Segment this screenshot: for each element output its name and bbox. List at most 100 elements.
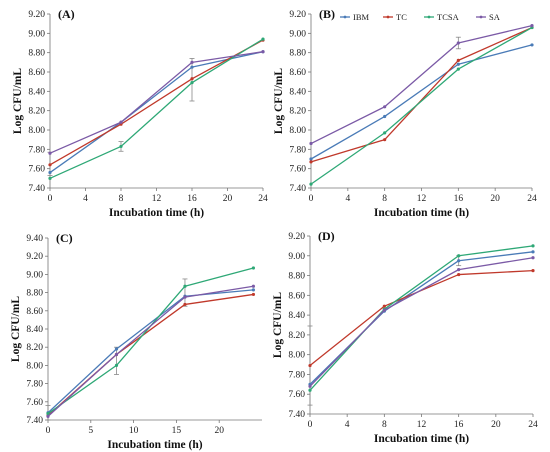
data-point-sa: [190, 60, 194, 64]
series-line-ibm: [310, 44, 533, 160]
panel-a: 7.40 7.60 7.80 8.00 8.20 8.40 8.60 8.80 9.00 9.20…: [12, 7, 268, 219]
y-tick-label: 9.20: [26, 252, 43, 262]
legend: IBM TC TCSA SA: [340, 12, 501, 22]
x-tick-label: 0: [309, 194, 314, 204]
data-point-tcsa: [531, 244, 535, 248]
panel-label: (D): [318, 229, 335, 243]
y-tick-label: 8.60: [28, 68, 45, 78]
data-point-sa: [114, 352, 119, 357]
y-tick-label: 7.40: [28, 184, 45, 194]
data-point-tcsa: [48, 176, 52, 180]
y-tick-label: 8.00: [288, 351, 305, 361]
legend-label-tc: TC: [396, 12, 407, 22]
panel-d: 7.40 7.60 7.80 8.00 8.20 8.40 8.60 8.80 9.00 9.20…: [272, 229, 538, 445]
data-point-ibm: [48, 170, 52, 175]
y-tick-label: 8.80: [26, 289, 43, 299]
x-tick-label: 4: [345, 194, 350, 204]
y-tick-label: 8.20: [289, 107, 306, 117]
panel-label: (A): [58, 7, 75, 21]
y-tick-label: 8.00: [26, 361, 43, 371]
y-axis-title: Log CFU/mL: [273, 68, 285, 134]
x-tick-label: 12: [417, 194, 427, 204]
y-tick-label: 7.40: [288, 410, 305, 420]
data-point-ibm: [114, 347, 119, 351]
data-point-sa: [457, 268, 461, 272]
series-line-ibm: [309, 251, 534, 385]
data-point-tcsa: [383, 131, 387, 135]
y-tick-label: 8.60: [289, 68, 306, 78]
y-tick-label: 7.80: [28, 145, 45, 155]
x-tick-label: 8: [119, 194, 124, 204]
data-point-tc: [48, 163, 52, 167]
y-tick-label: 8.00: [289, 126, 306, 136]
legend-marker-sa: [479, 15, 483, 19]
series-line-ibm: [49, 51, 264, 174]
data-point-sa: [383, 105, 387, 109]
y-tick-label: 8.80: [288, 272, 305, 282]
series-line-sa: [309, 257, 534, 387]
y-tick-label: 9.00: [28, 29, 45, 39]
data-point-tcsa: [183, 284, 187, 288]
series-line-tcsa: [310, 26, 533, 185]
data-point-sa: [183, 295, 187, 299]
data-point-tcsa: [308, 388, 312, 392]
x-axis-title: Incubation time (h): [107, 439, 202, 451]
y-tick-label: 7.80: [289, 145, 306, 155]
x-tick-label: 24: [258, 194, 268, 204]
legend-label-sa: SA: [489, 12, 501, 22]
series-line-tcsa: [309, 245, 534, 391]
x-tick-label: 0: [46, 426, 51, 436]
data-point-sa: [251, 284, 256, 288]
data-point-tcsa: [46, 412, 50, 416]
y-tick-label: 7.40: [26, 416, 43, 426]
y-tick-label: 9.20: [28, 10, 45, 20]
data-point-tc: [309, 160, 313, 164]
x-tick-label: 12: [152, 194, 162, 204]
data-point-sa: [456, 41, 460, 45]
series-line-tc: [47, 293, 254, 416]
x-tick-label: 16: [454, 420, 464, 430]
data-point-tcsa: [114, 363, 119, 367]
data-point-sa: [48, 151, 52, 155]
series-line-tc: [49, 39, 264, 166]
x-axis-title: Incubation time (h): [374, 433, 469, 445]
y-axis-title: Log CFU/mL: [12, 68, 24, 134]
legend-label-tcsa: TCSA: [437, 12, 460, 22]
data-point-sa: [530, 24, 534, 28]
panel-b: 7.40 7.60 7.80 8.00 8.20 8.40 8.60 8.80 9.00 9.20…: [273, 7, 537, 219]
x-tick-label: 20: [223, 194, 233, 204]
y-axis-title: Log CFU/mL: [272, 292, 284, 358]
series-line-sa: [310, 24, 533, 145]
data-point-tcsa: [457, 254, 461, 258]
y-tick-label: 7.60: [26, 398, 43, 408]
data-point-tc: [190, 77, 194, 81]
data-point-tc: [531, 269, 535, 273]
data-point-ibm: [251, 288, 256, 292]
x-tick-label: 4: [83, 194, 88, 204]
x-tick-label: 12: [417, 420, 427, 430]
y-tick-label: 7.60: [288, 390, 305, 400]
y-axis-title: Log CFU/mL: [10, 296, 22, 362]
y-tick-label: 9.20: [289, 10, 306, 20]
x-tick-label: 20: [214, 426, 224, 436]
y-tick-label: 9.40: [26, 234, 43, 244]
data-point-tcsa: [190, 81, 194, 85]
data-point-sa: [119, 120, 123, 124]
data-point-tcsa: [456, 67, 460, 71]
data-point-sa: [531, 256, 535, 260]
data-point-ibm: [457, 259, 461, 263]
data-point-sa: [308, 384, 312, 388]
data-point-ibm: [383, 114, 387, 119]
data-point-tc: [457, 272, 461, 277]
x-tick-label: 0: [48, 194, 53, 204]
legend-marker-tc: [386, 15, 390, 19]
series-line-tcsa: [47, 267, 254, 415]
panel-label: (C): [56, 231, 73, 245]
x-tick-label: 20: [491, 420, 501, 430]
x-tick-label: 20: [490, 194, 500, 204]
y-tick-label: 7.80: [26, 380, 43, 390]
x-tick-label: 10: [129, 426, 139, 436]
data-point-sa: [309, 141, 313, 146]
x-tick-label: 16: [187, 194, 197, 204]
